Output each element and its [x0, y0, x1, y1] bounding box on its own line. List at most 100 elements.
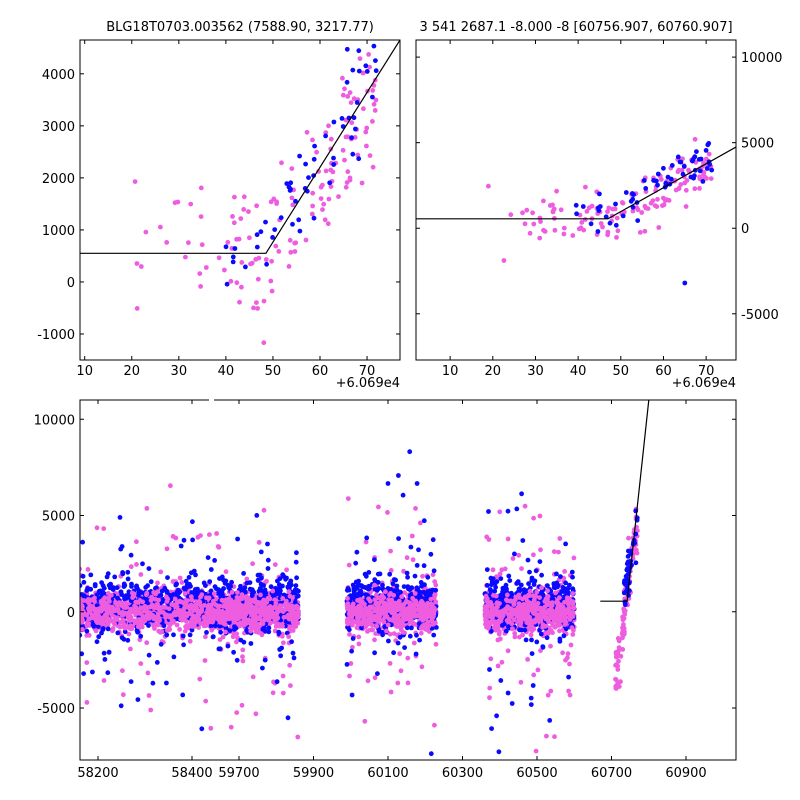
blue-point: [235, 536, 241, 542]
magenta-point: [276, 249, 282, 254]
magenta-point: [240, 658, 246, 664]
magenta-point: [548, 643, 553, 649]
blue-point: [425, 589, 430, 594]
magenta-point: [318, 196, 324, 202]
blue-point: [135, 629, 141, 635]
blue-point: [125, 569, 131, 575]
magenta-point: [320, 207, 325, 213]
blue-point: [102, 657, 108, 662]
blue-point: [407, 633, 413, 639]
blue-point: [529, 651, 535, 656]
blue-point: [208, 588, 214, 594]
blue-point: [284, 630, 290, 636]
blue-point: [187, 632, 193, 638]
blue-point: [700, 179, 706, 184]
magenta-point: [164, 240, 170, 245]
y-tick-label: 3000: [42, 120, 75, 135]
blue-point: [675, 154, 681, 160]
magenta-point: [355, 152, 361, 158]
y-tick-label: 2000: [42, 172, 75, 187]
magenta-point: [363, 539, 369, 545]
magenta-point: [520, 632, 525, 638]
magenta-point: [188, 201, 194, 207]
blue-point: [371, 43, 377, 49]
blue-point: [181, 585, 187, 591]
magenta-point: [397, 651, 403, 657]
x-tick-label: 30: [527, 364, 544, 379]
blue-point: [526, 581, 531, 587]
blue-point: [212, 584, 218, 590]
blue-point: [294, 575, 299, 581]
blue-point: [293, 583, 299, 588]
blue-point: [641, 178, 647, 183]
magenta-point: [352, 135, 358, 140]
blue-point: [164, 590, 170, 596]
magenta-point: [240, 654, 245, 660]
blue-point: [372, 557, 377, 563]
blue-point: [80, 539, 85, 545]
blue-point: [359, 625, 364, 631]
blue-point: [311, 156, 317, 162]
blue-point: [164, 680, 169, 686]
magenta-point: [487, 695, 492, 701]
magenta-point: [551, 549, 557, 554]
blue-point: [388, 587, 394, 592]
blue-point: [537, 559, 543, 564]
magenta-point: [168, 483, 173, 489]
magenta-point: [286, 264, 292, 269]
blue-point: [404, 570, 410, 576]
magenta-point: [222, 267, 227, 273]
magenta-point: [269, 288, 275, 294]
magenta-point: [538, 547, 543, 553]
blue-point: [238, 583, 243, 589]
magenta-point: [347, 177, 353, 183]
magenta-point: [293, 240, 299, 246]
blue-point: [385, 481, 391, 486]
blue-point: [595, 229, 601, 234]
blue-point: [519, 627, 524, 633]
y-tick-label: 10000: [741, 51, 782, 66]
blue-point: [363, 63, 369, 69]
magenta-point: [370, 119, 375, 124]
magenta-point: [418, 630, 424, 636]
blue-point: [366, 570, 372, 575]
magenta-point: [518, 679, 524, 685]
blue-point: [258, 586, 263, 591]
blue-point: [280, 572, 286, 578]
magenta-point: [488, 656, 494, 662]
panel-top-left-title: BLG18T0703.003562 (7588.90, 3217.77): [106, 20, 374, 35]
magenta-point: [144, 506, 150, 511]
magenta-point: [94, 525, 100, 531]
magenta-point: [388, 689, 394, 695]
magenta-point: [552, 734, 557, 740]
blue-point: [364, 69, 370, 74]
magenta-point: [642, 228, 648, 234]
panel-top-left-offset-label: +6.069e4: [336, 376, 400, 391]
blue-point: [254, 513, 260, 518]
blue-point: [566, 674, 571, 680]
blue-point: [397, 634, 403, 640]
blue-point: [428, 751, 434, 757]
magenta-point: [261, 298, 267, 304]
blue-point: [265, 566, 271, 571]
magenta-point: [183, 254, 188, 260]
magenta-point: [619, 200, 625, 205]
magenta-point: [328, 136, 334, 142]
blue-point: [354, 100, 360, 105]
blue-point: [136, 593, 141, 598]
blue-point: [498, 576, 504, 581]
blue-point: [290, 650, 296, 656]
magenta-point: [505, 536, 511, 542]
magenta-point: [295, 734, 301, 740]
blue-point: [698, 156, 704, 162]
magenta-point: [630, 208, 636, 214]
magenta-point: [254, 203, 259, 209]
blue-point: [190, 519, 195, 525]
magenta-point: [101, 678, 107, 683]
blue-point: [171, 632, 176, 638]
blue-point: [391, 577, 397, 582]
magenta-point: [522, 221, 528, 227]
blue-point: [101, 585, 107, 591]
blue-point: [551, 581, 557, 586]
blue-point: [531, 582, 537, 587]
